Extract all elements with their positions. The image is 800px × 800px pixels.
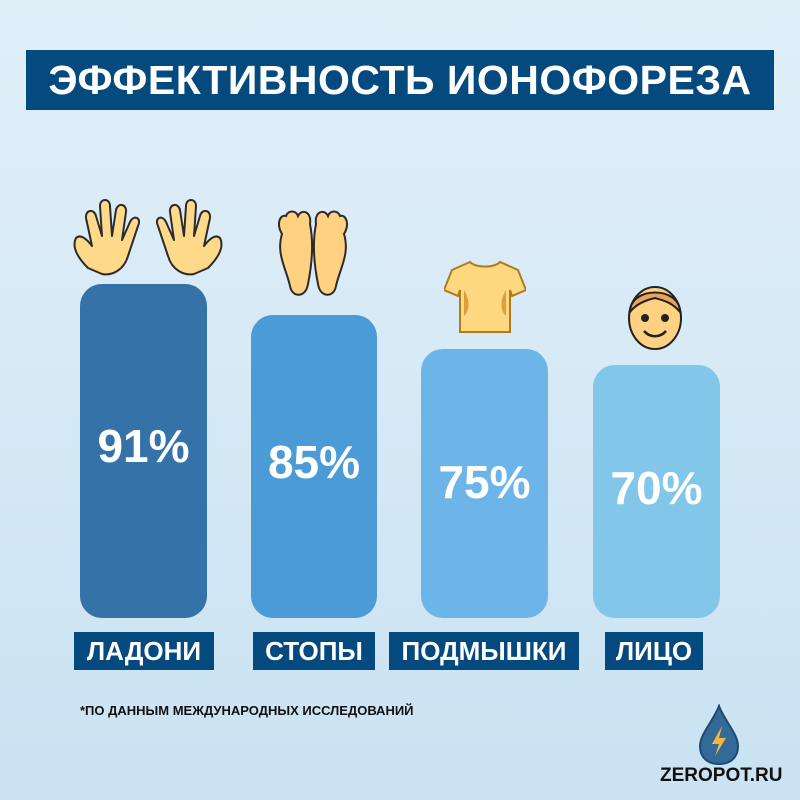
category-label-ladoni: ЛАДОНИ bbox=[74, 632, 214, 670]
bar-value: 85% bbox=[267, 435, 361, 488]
tshirt-icon bbox=[444, 260, 526, 333]
category-label-stopy: СТОПЫ bbox=[253, 632, 375, 670]
water-drop-lightning-icon bbox=[698, 704, 740, 766]
brand-logo-text: ZEROPOT.RU bbox=[660, 765, 783, 786]
chart-title: ЭФФЕКТИВНОСТЬ ИОНОФОРЕЗА bbox=[26, 50, 774, 110]
bar-podmyshki: 75% bbox=[421, 349, 548, 618]
bar-litso: 70% bbox=[593, 365, 720, 618]
category-label-litso: ЛИЦО bbox=[605, 632, 703, 670]
category-label-podmyshki: ПОДМЫШКИ bbox=[389, 632, 579, 670]
bar-ladoni: 91% bbox=[80, 284, 207, 618]
hands-icon bbox=[73, 199, 223, 276]
bar-value: 70% bbox=[610, 461, 703, 514]
face-icon bbox=[628, 286, 682, 350]
feet-icon bbox=[278, 210, 348, 296]
bar-value: 91% bbox=[97, 420, 190, 472]
bar-stopy: 85% bbox=[251, 315, 377, 618]
footnote: *ПО ДАННЫМ МЕЖДУНАРОДНЫХ ИССЛЕДОВАНИЙ bbox=[80, 703, 414, 718]
bar-value: 75% bbox=[438, 456, 531, 508]
